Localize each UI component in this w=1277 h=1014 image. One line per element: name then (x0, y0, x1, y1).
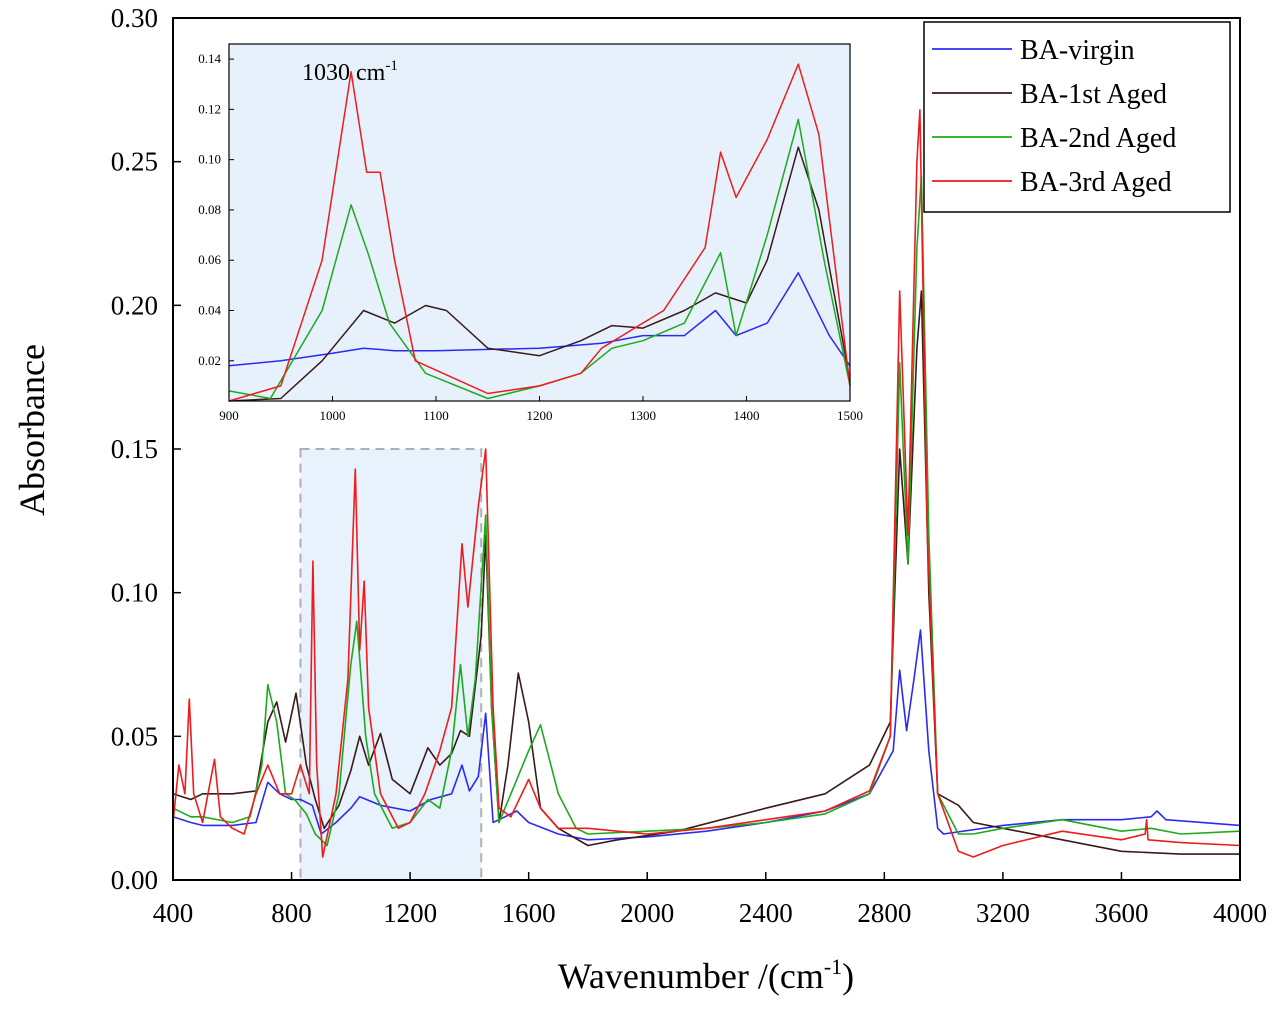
main-x-tick-label: 1200 (383, 898, 437, 928)
inset-y-tick-label: 0.12 (198, 101, 221, 116)
main-series-line-2 (172, 175, 1241, 847)
x-axis-title: Wavenumber /(cm-1) (558, 954, 854, 996)
main-series-line-0 (172, 629, 1241, 841)
main-series-group (172, 109, 1241, 858)
main-y-tick-label: 0.20 (111, 290, 158, 320)
inset-x-tick-label: 1000 (320, 408, 346, 423)
main-x-tick-label: 1600 (502, 898, 556, 928)
highlight-region (299, 448, 483, 881)
legend: BA-virgin BA-1st Aged BA-2nd Aged BA-3rd Ag… (923, 21, 1231, 213)
inset-series-line-1 (228, 146, 851, 402)
inset-x-tick-label: 1300 (630, 408, 656, 423)
main-x-tick-label: 3600 (1094, 898, 1148, 928)
main-x-tick-label: 3200 (976, 898, 1030, 928)
main-x-tick-label: 2800 (857, 898, 911, 928)
inset-y-tick-label: 0.10 (198, 152, 221, 167)
inset-x-tick-label: 1400 (734, 408, 760, 423)
main-y-tick-label: 0.30 (111, 3, 158, 33)
inset-x-tick-label: 900 (219, 408, 239, 423)
main-y-tick-label: 0.10 (111, 578, 158, 608)
inset-plot-background (229, 44, 850, 401)
main-y-tick-label: 0.00 (111, 865, 158, 895)
inset-x-tick-label: 1100 (423, 408, 449, 423)
legend-label-3: BA-3rd Aged (1020, 167, 1172, 198)
legend-label-1: BA-1st Aged (1020, 79, 1167, 110)
main-x-tick-label: 2000 (620, 898, 674, 928)
inset-axis-ticks: 900 1000 1100 1200 1300 1400 1500 0.02 0.04 0.06 0… (198, 51, 863, 423)
inset-series-group (228, 63, 851, 402)
inset-y-tick-label: 0.06 (198, 252, 221, 267)
inset-y-tick-label: 0.04 (198, 302, 221, 317)
inset-x-tick-label: 1500 (837, 408, 863, 423)
main-x-tick-label: 2400 (739, 898, 793, 928)
main-y-tick-label: 0.05 (111, 721, 158, 751)
inset-annotation: 1030 cm-1 (302, 58, 398, 86)
inset-y-tick-label: 0.02 (198, 353, 221, 368)
legend-label-0: BA-virgin (1020, 35, 1135, 66)
inset-series-line-3 (228, 63, 851, 402)
main-x-tick-label: 800 (271, 898, 312, 928)
inset-y-tick-label: 0.08 (198, 202, 221, 217)
main-x-tick-label: 4000 (1213, 898, 1267, 928)
inset-y-tick-label: 0.14 (198, 51, 221, 66)
inset-x-tick-label: 1200 (527, 408, 553, 423)
main-y-tick-label: 0.25 (111, 147, 158, 177)
inset-series-line-0 (228, 272, 851, 367)
legend-label-2: BA-2nd Aged (1020, 123, 1176, 154)
main-x-tick-label: 400 (153, 898, 194, 928)
main-y-tick-label: 0.15 (111, 434, 158, 464)
main-series-line-3 (172, 109, 1241, 858)
main-axis-ticks: 400 800 1200 1600 2000 2400 2800 3200 3600 4000 0.… (111, 3, 1267, 928)
y-axis-title: Absorbance (12, 344, 52, 516)
